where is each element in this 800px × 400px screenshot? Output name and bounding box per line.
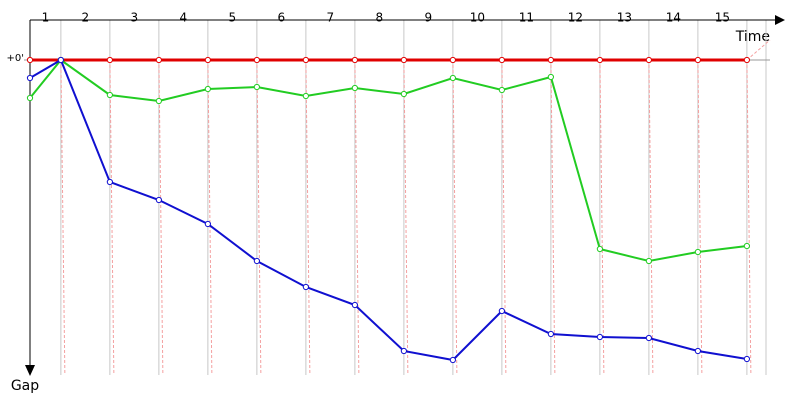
data-point: [547, 73, 554, 81]
data-point: [498, 307, 505, 315]
data-point: [400, 56, 407, 64]
data-point: [204, 56, 211, 64]
lap-marker: [305, 59, 311, 376]
data-point: [155, 56, 162, 64]
x-tick-label: 9: [425, 11, 433, 25]
data-point: [351, 301, 358, 309]
data-point: [155, 97, 162, 105]
data-point: [449, 356, 456, 364]
data-point: [106, 178, 113, 186]
data-point: [449, 74, 456, 82]
lap-marker: [697, 59, 703, 376]
series-line: [29, 58, 748, 263]
data-point: [694, 248, 701, 256]
x-tick-label: 15: [715, 11, 730, 25]
lap-marker: [207, 59, 213, 376]
y-axis-arrow: [25, 365, 35, 376]
data-point: [743, 56, 750, 64]
data-point: [155, 196, 162, 204]
data-point: [106, 91, 113, 99]
data-point: [645, 257, 652, 265]
y-tick-label: +0': [7, 53, 25, 64]
x-tick-label: 14: [666, 11, 681, 25]
x-tick-label: 4: [180, 11, 188, 25]
x-tick-label: 10: [470, 11, 485, 25]
data-point: [106, 56, 113, 64]
lap-marker: [648, 59, 654, 376]
data-point: [645, 334, 652, 342]
data-point: [302, 56, 309, 64]
data-point: [498, 56, 505, 64]
series-line: [29, 58, 748, 362]
data-point: [596, 333, 603, 341]
lap-marker: [109, 59, 115, 376]
data-point: [253, 257, 260, 265]
data-point: [302, 92, 309, 100]
x-tick-label: 11: [519, 11, 534, 25]
data-point: [694, 56, 701, 64]
y-axis-label: Gap: [11, 378, 39, 394]
lap-marker: [746, 59, 752, 376]
data-point: [547, 330, 554, 338]
data-point: [26, 56, 34, 64]
lap-marker: [599, 59, 605, 376]
x-tick-label: 3: [131, 11, 139, 25]
lap-marker: [550, 59, 556, 376]
data-point: [302, 283, 309, 291]
lap-marker: [60, 59, 66, 376]
data-point: [204, 220, 211, 228]
data-point: [351, 84, 358, 92]
lap-marker: [746, 39, 771, 61]
x-tick-label: 13: [617, 11, 632, 25]
data-point: [449, 56, 456, 64]
x-axis-label: Time: [735, 29, 770, 45]
x-tick-label: 8: [376, 11, 384, 25]
data-point: [400, 90, 407, 98]
lap-marker: [256, 59, 262, 376]
data-point: [253, 83, 260, 91]
data-point: [743, 242, 750, 250]
data-point: [694, 347, 701, 355]
data-point: [26, 74, 34, 82]
data-point: [351, 56, 358, 64]
data-point: [596, 245, 603, 253]
data-point: [645, 56, 652, 64]
lap-marker: [158, 59, 164, 376]
x-tick-label: 2: [82, 11, 90, 25]
data-point: [498, 86, 505, 94]
data-point: [253, 56, 260, 64]
x-tick-label: 1: [42, 11, 50, 25]
lap-marker: [452, 59, 458, 376]
x-axis-arrow: [775, 15, 785, 25]
data-point: [743, 355, 750, 363]
data-point: [57, 56, 64, 64]
data-point: [26, 94, 34, 102]
x-tick-label: 12: [568, 11, 583, 25]
lap-marker: [501, 59, 507, 376]
x-tick-label: 7: [327, 11, 335, 25]
x-tick-label: 5: [229, 11, 237, 25]
lap-marker: [403, 59, 409, 376]
data-point: [400, 347, 407, 355]
data-point: [204, 85, 211, 93]
x-tick-label: 6: [278, 11, 286, 25]
data-point: [547, 56, 554, 64]
data-point: [596, 56, 603, 64]
lap-marker: [354, 59, 360, 376]
